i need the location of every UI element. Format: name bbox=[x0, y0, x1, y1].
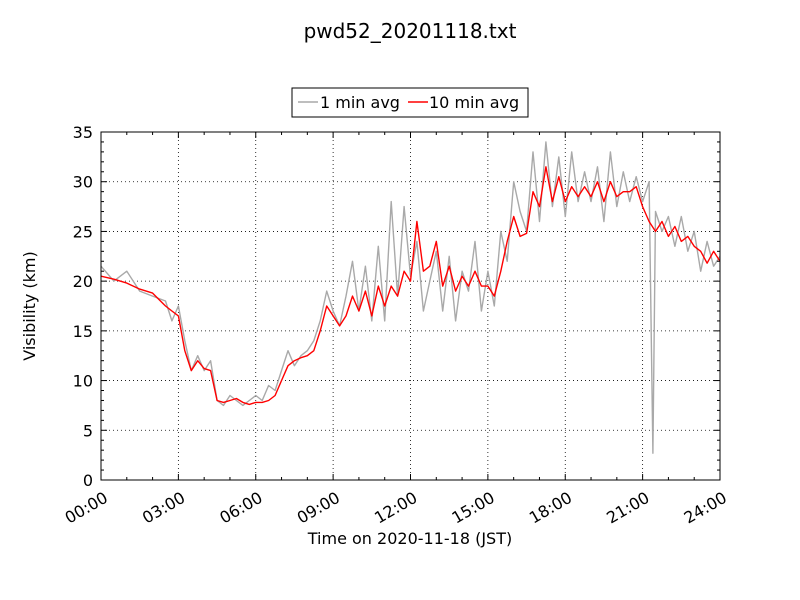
y-axis-label: Visibility (km) bbox=[20, 251, 39, 360]
x-axis-label: Time on 2020-11-18 (JST) bbox=[307, 529, 512, 548]
y-tick-label: 15 bbox=[73, 322, 93, 341]
chart-title: pwd52_20201118.txt bbox=[304, 19, 517, 43]
series-line-10min-avg bbox=[101, 166, 720, 406]
y-tick-label: 25 bbox=[73, 222, 93, 241]
legend-label-10min: 10 min avg bbox=[429, 93, 519, 112]
y-axis-tick-labels: 0 5 10 15 20 25 30 35 bbox=[73, 123, 93, 490]
axis-ticks bbox=[100, 131, 721, 481]
y-tick-label: 30 bbox=[73, 173, 93, 192]
series-layer bbox=[101, 141, 720, 454]
y-tick-label: 20 bbox=[73, 272, 93, 291]
y-tick-label: 35 bbox=[73, 123, 93, 142]
plot-area bbox=[100, 131, 721, 481]
y-tick-label: 5 bbox=[83, 421, 93, 440]
y-tick-label: 0 bbox=[83, 471, 93, 490]
legend-label-1min: 1 min avg bbox=[320, 93, 400, 112]
y-tick-label: 10 bbox=[73, 372, 93, 391]
legend: 1 min avg 10 min avg bbox=[291, 87, 529, 118]
